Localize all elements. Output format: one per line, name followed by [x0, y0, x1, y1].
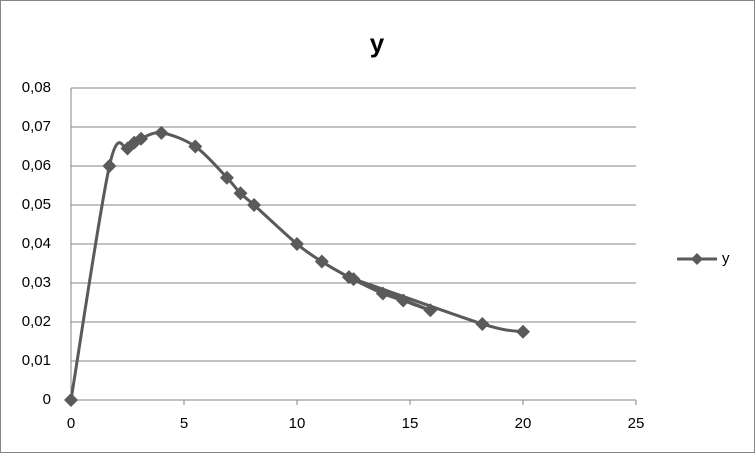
marker — [314, 254, 329, 269]
marker — [247, 198, 262, 212]
y-tick-label: 0,04 — [22, 235, 51, 252]
marker — [375, 286, 390, 301]
marker — [475, 316, 490, 331]
x-tick-label: 20 — [515, 415, 532, 432]
y-tick-label: 0,08 — [22, 79, 51, 96]
x-tick-label: 10 — [289, 415, 306, 432]
marker — [423, 303, 438, 318]
marker — [290, 237, 304, 251]
marker — [346, 272, 361, 287]
y-tick-label: 0,05 — [22, 196, 51, 213]
x-tick-label: 15 — [402, 415, 419, 432]
y-tick-label: 0 — [43, 391, 51, 408]
marker — [219, 170, 234, 185]
x-tick-label: 25 — [628, 415, 645, 432]
marker — [516, 324, 530, 339]
legend-marker — [691, 253, 703, 265]
marker — [154, 125, 169, 140]
marker — [396, 293, 411, 308]
x-tick-label: 0 — [67, 415, 75, 432]
marker — [188, 139, 203, 154]
marker — [102, 159, 117, 173]
marker — [64, 393, 78, 407]
marker — [233, 186, 248, 201]
y-tick-label: 0,07 — [22, 118, 51, 135]
y-tick-label: 0,02 — [22, 313, 51, 330]
y-tick-label: 0,01 — [22, 352, 51, 369]
marker — [134, 131, 149, 146]
x-tick-label: 5 — [180, 415, 188, 432]
chart-title: y — [370, 28, 385, 58]
y-tick-label: 0,03 — [22, 274, 51, 291]
y-tick-label: 0,06 — [22, 157, 51, 174]
legend-label: y — [722, 250, 730, 267]
